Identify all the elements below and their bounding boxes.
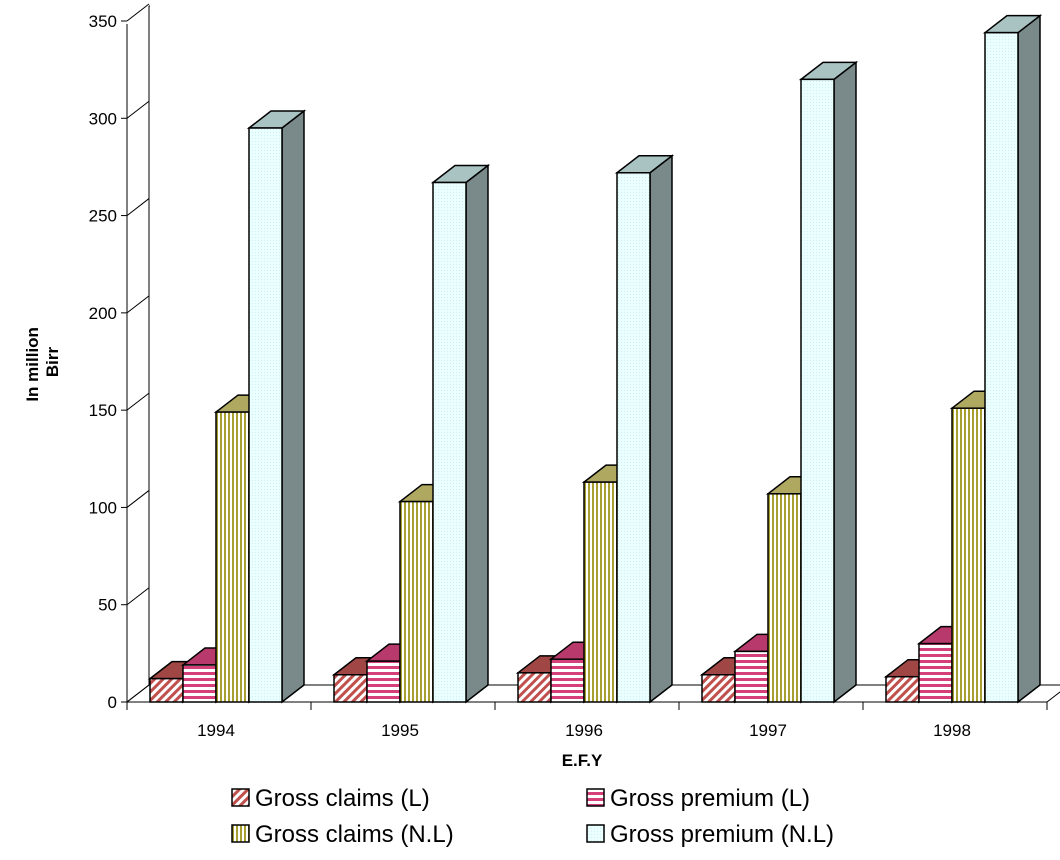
legend-label-2: Gross claims (N.L) <box>255 821 454 848</box>
y-axis: 0 50 100 150 200 250 300 350 <box>89 3 150 712</box>
bar-1997-3 <box>798 60 859 704</box>
y-tick-label-0: 0 <box>108 693 117 712</box>
legend-label-1: Gross premium (L) <box>610 785 810 812</box>
y-tick-label-300: 300 <box>89 109 117 128</box>
bar-front-1996-3 <box>616 172 651 703</box>
bars <box>147 14 1043 704</box>
y-tick-label-350: 350 <box>89 12 117 31</box>
bar-front-1996-0 <box>517 672 552 703</box>
y-tick-depth-200 <box>126 295 150 314</box>
x-axis: 1994 1995 1996 1997 1998 <box>126 701 1048 740</box>
y-tick-depth-0 <box>126 684 150 703</box>
bar-front-1995-2 <box>399 500 434 703</box>
legend-swatch-1 <box>586 788 605 807</box>
x-tick-label-1997: 1997 <box>749 721 787 740</box>
x-axis-title: E.F.Y <box>562 751 603 770</box>
x-tick-label-1998: 1998 <box>933 721 971 740</box>
bar-1996-3 <box>614 154 675 704</box>
bar-front-1997-1 <box>734 650 769 703</box>
x-tick-label-1995: 1995 <box>381 721 419 740</box>
bar-front-1998-3 <box>984 31 1019 703</box>
bar-front-1994-1 <box>182 664 217 703</box>
y-tick-depth-100 <box>126 490 150 508</box>
bar-1995-3 <box>430 163 491 704</box>
legend-label-3: Gross premium (N.L) <box>610 821 834 848</box>
x-tick-label-1994: 1994 <box>197 721 235 740</box>
bar-front-1995-0 <box>333 674 368 703</box>
y-tick-depth-300 <box>126 100 150 119</box>
y-tick-label-150: 150 <box>89 401 117 420</box>
bar-front-1994-2 <box>215 411 250 703</box>
y-axis-title-line-2: Birr <box>43 347 62 378</box>
legend-item-0: Gross claims (L) <box>231 785 430 812</box>
bar-side-1994-3 <box>281 109 305 704</box>
bar-side-1996-3 <box>649 154 673 704</box>
y-axis-title-line-1: In million <box>23 327 42 402</box>
legend-swatch-2 <box>231 824 250 843</box>
y-tick-label-100: 100 <box>89 498 117 517</box>
bar-side-1995-3 <box>465 163 489 704</box>
legend: Gross claims (L) Gross premium (L) Gross c… <box>231 785 834 848</box>
x-tick-label-1996: 1996 <box>565 721 603 740</box>
bar-front-1998-1 <box>918 642 953 703</box>
legend-item-2: Gross claims (N.L) <box>231 821 454 848</box>
bar-front-1995-1 <box>366 660 401 703</box>
y-tick-label-50: 50 <box>98 596 117 615</box>
bar-side-1997-3 <box>833 60 857 704</box>
bar-1998-3 <box>982 14 1043 704</box>
bar-front-1996-1 <box>550 658 585 703</box>
bar-front-1995-3 <box>432 181 467 703</box>
bar-front-1997-0 <box>701 674 736 703</box>
y-tick-label-250: 250 <box>89 207 117 226</box>
y-tick-depth-50 <box>126 587 150 606</box>
legend-swatch-3 <box>586 824 605 843</box>
bar-1994-3 <box>246 109 307 704</box>
legend-label-0: Gross claims (L) <box>255 785 430 812</box>
legend-item-1: Gross premium (L) <box>586 785 810 812</box>
legend-item-3: Gross premium (N.L) <box>586 821 834 848</box>
bar-front-1998-2 <box>951 407 986 703</box>
bar-side-1998-3 <box>1017 14 1041 704</box>
bar-front-1998-0 <box>885 675 920 703</box>
y-tick-depth-150 <box>126 392 150 411</box>
y-tick-depth-250 <box>126 198 150 216</box>
bar-front-1994-0 <box>149 677 184 703</box>
bar-front-1997-2 <box>767 493 802 703</box>
bar-front-1997-3 <box>800 78 835 703</box>
y-tick-label-200: 200 <box>89 304 117 323</box>
bar-front-1994-3 <box>248 127 283 703</box>
y-tick-depth-350 <box>126 3 150 22</box>
legend-swatch-0 <box>231 788 250 807</box>
y-axis-title: In million Birr <box>23 322 62 401</box>
bar-front-1996-2 <box>583 481 618 703</box>
